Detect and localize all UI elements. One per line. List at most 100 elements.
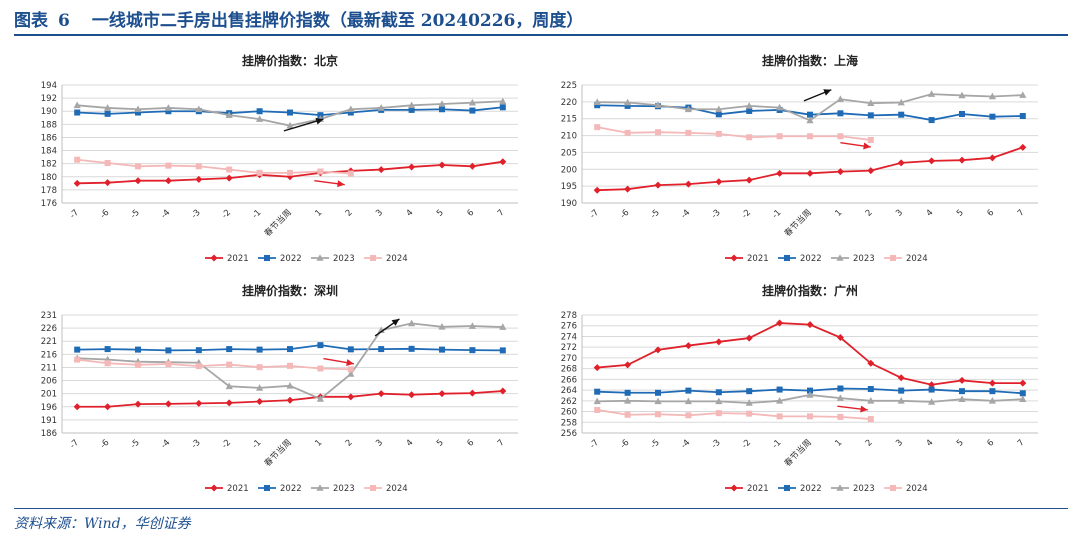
data-point — [715, 389, 722, 396]
data-point — [164, 400, 172, 408]
data-point — [225, 174, 233, 182]
data-point — [256, 384, 264, 391]
data-point — [745, 102, 753, 109]
data-point — [377, 104, 385, 111]
data-point — [104, 179, 112, 187]
data-point — [776, 169, 784, 177]
data-point — [594, 388, 601, 395]
legend-item: 2022 — [778, 254, 822, 264]
y-tick-label: 221 — [41, 337, 57, 347]
chart-title: 挂牌价指数：深圳 — [242, 283, 338, 298]
y-tick-label: 182 — [41, 160, 57, 170]
x-tick-label: 6 — [985, 208, 996, 219]
data-point — [715, 178, 723, 186]
legend-label: 2023 — [333, 254, 355, 264]
x-tick-label: 3 — [374, 208, 385, 219]
data-point — [104, 110, 111, 117]
x-tick-label: -1 — [770, 208, 783, 221]
x-tick-label: -2 — [220, 208, 233, 221]
y-tick-label: 274 — [561, 332, 577, 342]
data-point — [745, 176, 753, 184]
data-point — [317, 342, 324, 349]
x-tick-label: -3 — [190, 438, 203, 451]
data-point — [317, 112, 324, 119]
data-point — [499, 104, 506, 111]
data-point — [837, 413, 844, 420]
x-tick-label: -1 — [250, 438, 263, 451]
data-point — [408, 163, 416, 171]
annotation-arrow — [803, 89, 832, 102]
data-point — [684, 342, 692, 350]
data-point — [164, 177, 172, 185]
y-tick-label: 205 — [561, 148, 577, 158]
data-point — [867, 416, 874, 423]
data-point — [195, 175, 203, 183]
data-point — [807, 387, 813, 394]
x-tick-label: 5 — [435, 438, 446, 449]
data-point — [1019, 379, 1027, 387]
x-tick-label: -6 — [618, 208, 631, 221]
legend-label: 2021 — [227, 254, 249, 264]
data-point — [685, 412, 692, 419]
y-tick-label: 268 — [561, 365, 577, 375]
data-point — [73, 101, 81, 109]
legend-label: 2024 — [386, 484, 408, 494]
legend-marker — [370, 255, 376, 261]
data-point — [898, 111, 905, 118]
series-line — [597, 322, 1023, 386]
arrow-head — [863, 142, 871, 150]
data-point — [837, 385, 844, 392]
series-2023 — [73, 97, 507, 129]
data-point — [499, 347, 506, 354]
data-point — [408, 345, 415, 352]
legend-item: 2021 — [725, 254, 769, 264]
x-tick-label: 6 — [465, 208, 476, 219]
data-point — [685, 129, 692, 136]
y-tick-label: 190 — [41, 107, 57, 117]
data-point — [593, 186, 601, 194]
x-tick-label: 3 — [894, 208, 905, 219]
legend-item: 2024 — [364, 484, 408, 494]
y-tick-label: 226 — [41, 324, 57, 334]
legend: 2021 2022 2023 2024 — [725, 254, 928, 264]
x-tick-label: -1 — [250, 208, 263, 221]
data-point — [807, 111, 813, 118]
data-point — [499, 97, 507, 105]
data-point — [104, 360, 111, 367]
legend-item: 2022 — [778, 484, 822, 494]
data-point — [685, 387, 692, 394]
data-point — [317, 168, 324, 175]
chart-shenzhen: 挂牌价指数：深圳186191196201206211216221226231-7… — [41, 283, 518, 494]
data-point — [624, 102, 631, 109]
data-point — [746, 134, 753, 141]
data-point — [74, 156, 81, 163]
y-tick-label: 215 — [561, 115, 577, 125]
figure-label: 图表 — [14, 11, 48, 31]
data-point — [715, 105, 723, 113]
legend-item: 2021 — [725, 484, 769, 494]
x-tick-label: 4 — [405, 438, 416, 449]
legend-item: 2022 — [258, 254, 302, 264]
x-tick-label: -7 — [68, 438, 81, 451]
y-tick-label: 262 — [561, 397, 577, 407]
x-tick-label: 5 — [955, 208, 966, 219]
y-tick-label: 186 — [41, 429, 57, 439]
data-point — [776, 133, 783, 140]
arrow-head — [823, 89, 832, 96]
data-point — [347, 370, 355, 377]
source-rule — [14, 508, 1068, 509]
data-point — [593, 397, 601, 405]
data-point — [959, 388, 965, 395]
x-tick-label: -3 — [710, 208, 723, 221]
annotation-arrow — [837, 405, 868, 413]
data-point — [867, 386, 874, 393]
y-tick-label: 216 — [41, 350, 57, 360]
x-tick-label: 7 — [1016, 438, 1027, 449]
data-point — [989, 388, 996, 395]
data-point — [499, 323, 507, 330]
x-tick-label: -4 — [159, 438, 172, 451]
x-tick-label: -4 — [679, 438, 692, 451]
data-point — [806, 321, 814, 329]
data-point — [624, 361, 632, 369]
figure-number: 6 — [58, 11, 70, 31]
